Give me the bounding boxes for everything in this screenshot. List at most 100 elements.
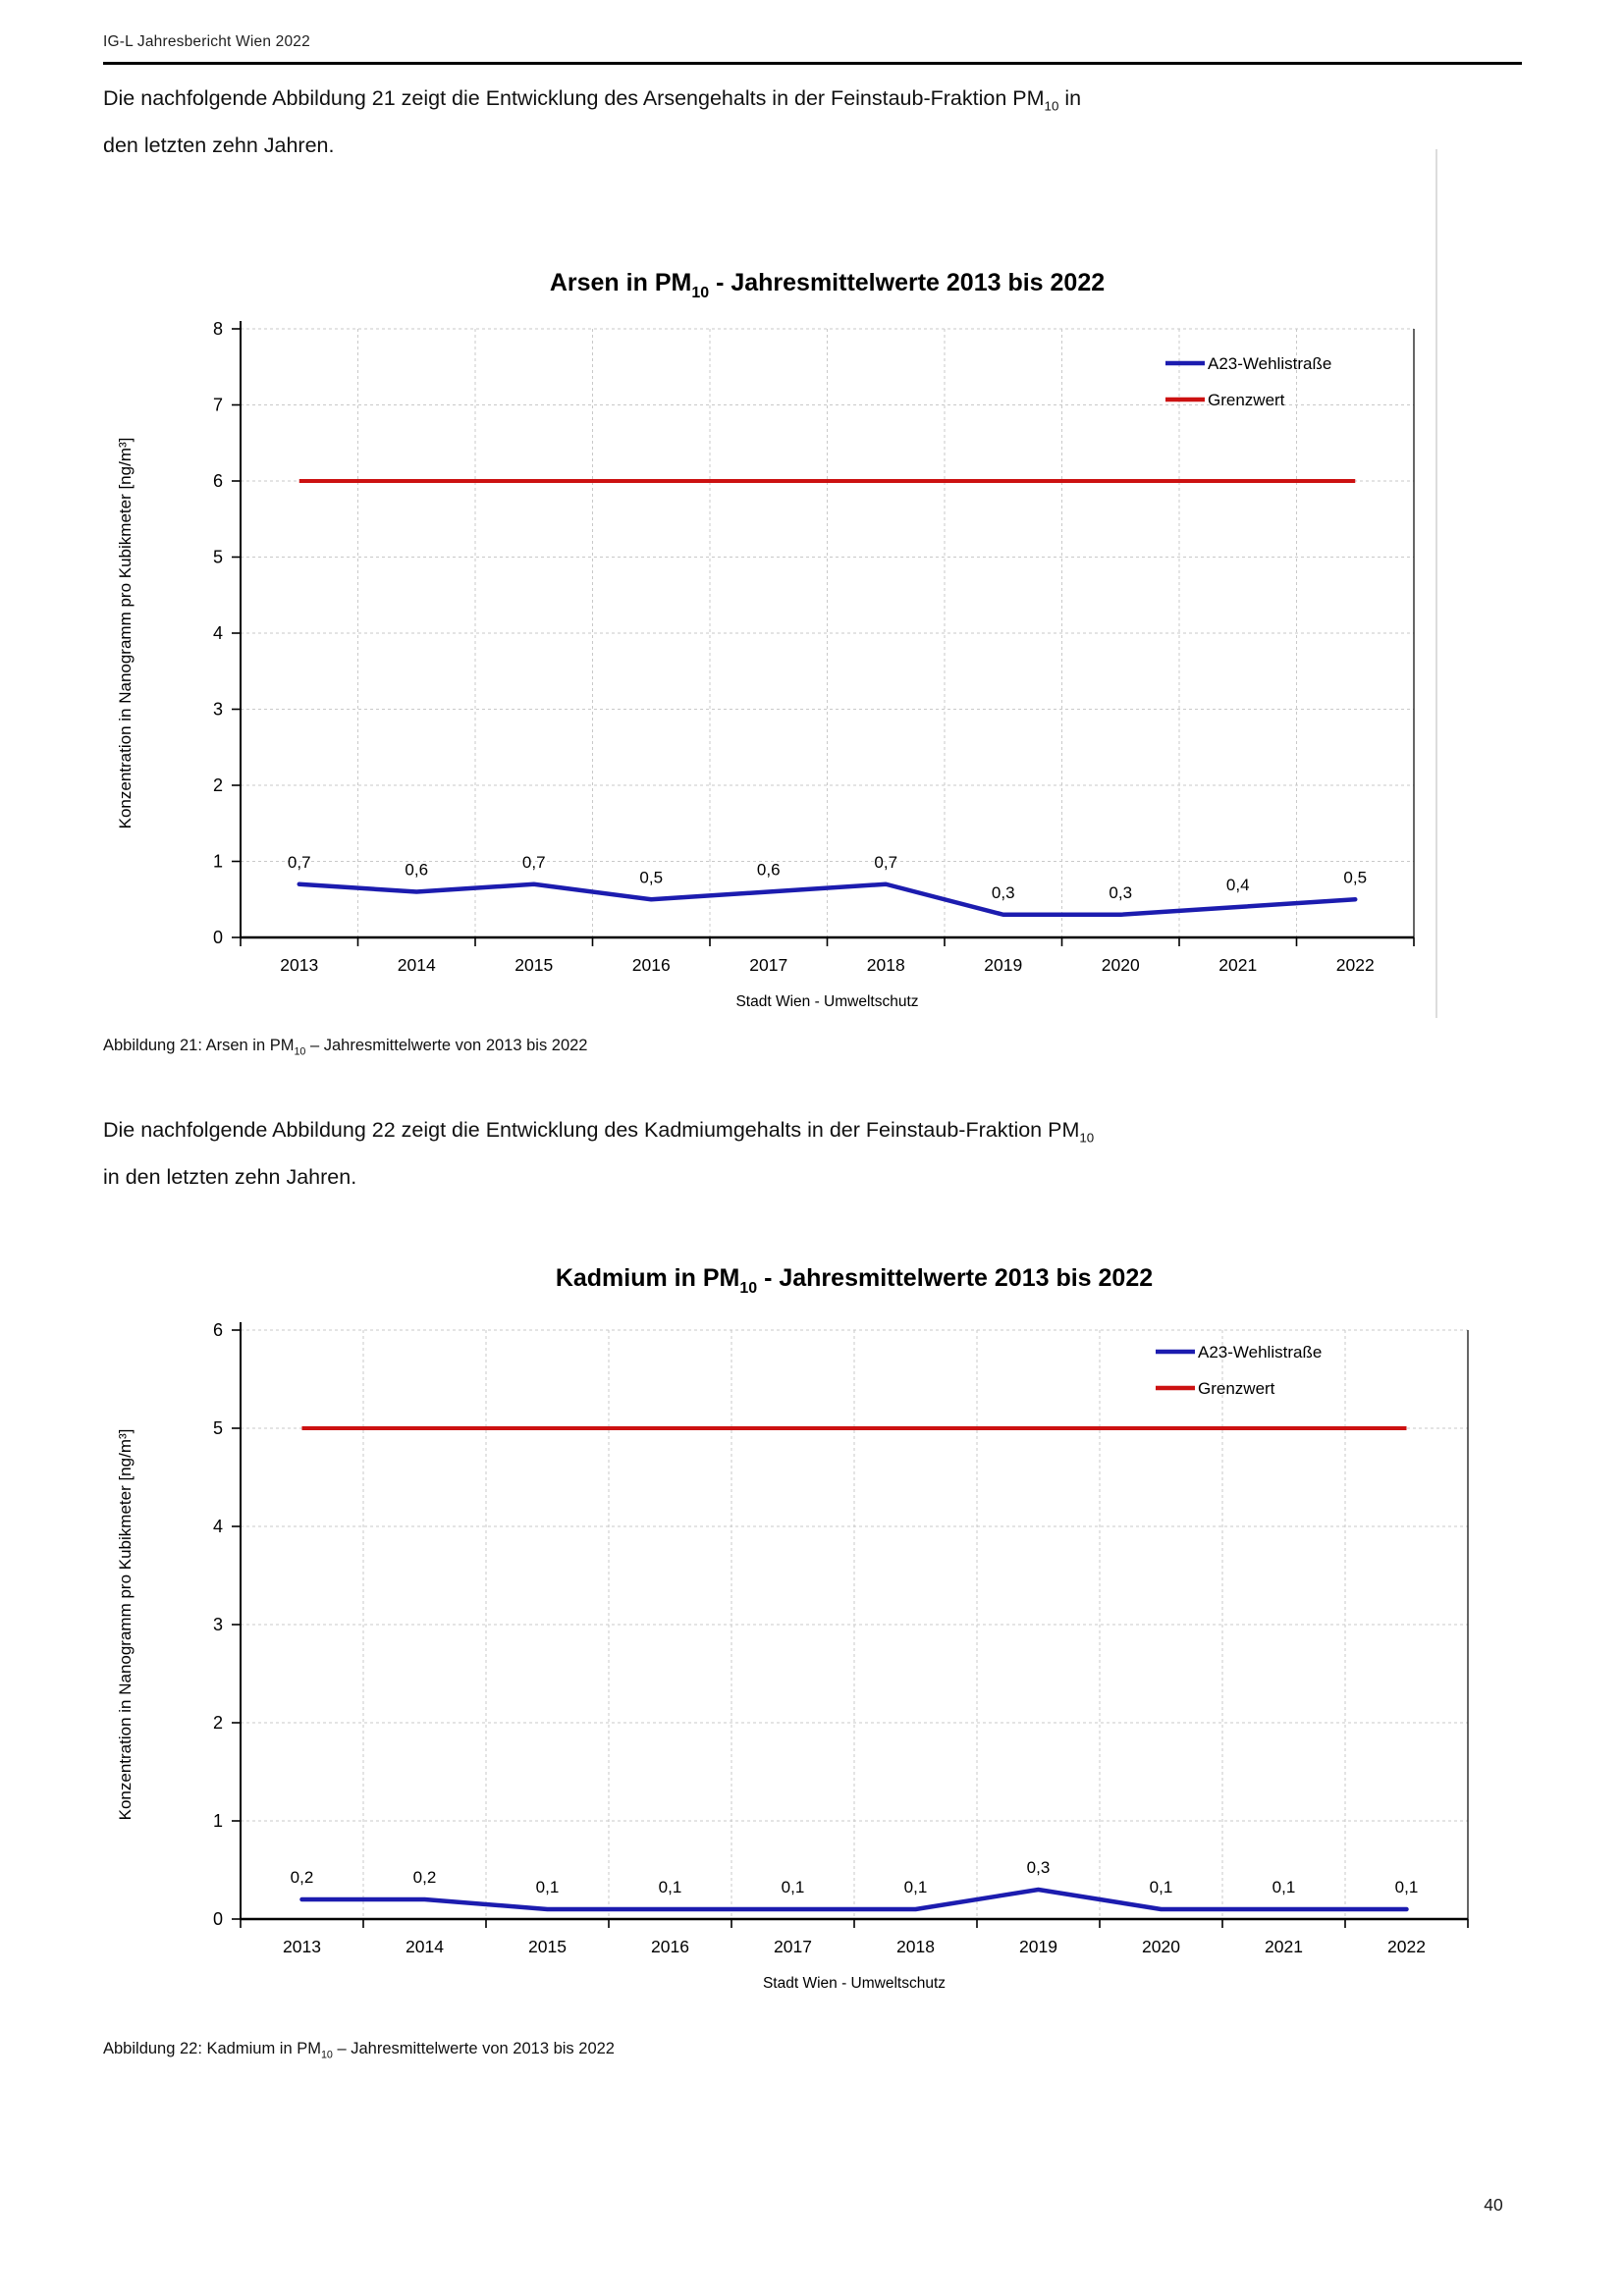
y-tick-label: 6 bbox=[213, 471, 223, 491]
arsen-chart-figure: 0 1 2 3 4 5 6 7 8 2013 2014 2015 2016 2017 2018 2019 202… bbox=[103, 226, 1443, 1026]
x-tick-label: 2014 bbox=[398, 955, 436, 975]
x-tick-label: 2022 bbox=[1336, 955, 1375, 975]
arsen-chart: 0 1 2 3 4 5 6 7 8 2013 2014 2015 2016 2017 2018 2019 202… bbox=[116, 269, 1415, 1010]
data-label: 0,1 bbox=[536, 1878, 560, 1896]
pm10-subscript: 10 bbox=[320, 2049, 333, 2061]
kadmium-chart: 0 1 2 3 4 5 6 2013 2014 2015 2016 2017 2018 2019 2020 2… bbox=[116, 1264, 1469, 1992]
gridlines bbox=[241, 328, 1414, 937]
intro1-line1: Die nachfolgende Abbildung 21 zeigt die … bbox=[103, 86, 1045, 110]
x-tick-label: 2021 bbox=[1265, 1937, 1303, 1956]
data-label: 0,7 bbox=[874, 853, 897, 872]
y-tick-label: 4 bbox=[213, 623, 223, 643]
intro1-line1-end: in bbox=[1058, 86, 1082, 110]
data-label: 0,1 bbox=[1272, 1878, 1296, 1896]
x-tick-label: 2020 bbox=[1102, 955, 1140, 975]
x-tick-label: 2017 bbox=[749, 955, 787, 975]
header-rule bbox=[103, 62, 1522, 65]
y-axis-title: Konzentration in Nanogramm pro Kubikmete… bbox=[116, 1429, 135, 1821]
y-tick-label: 8 bbox=[213, 319, 223, 339]
data-label: 0,3 bbox=[1109, 883, 1132, 902]
chart-object-border bbox=[1435, 149, 1437, 1018]
axes bbox=[232, 321, 1415, 946]
pm10-subscript: 10 bbox=[294, 1045, 306, 1058]
data-label: 0,6 bbox=[405, 861, 428, 880]
legend: A23-Wehlistraße Grenzwert bbox=[1156, 1343, 1322, 1398]
tick-labels: 0 1 2 3 4 5 6 7 8 2013 2014 2015 2016 2017 2018 2019 202… bbox=[213, 319, 1375, 975]
kadmium-chart-figure: 0 1 2 3 4 5 6 2013 2014 2015 2016 2017 2018 2019 2020 2… bbox=[103, 1227, 1478, 2032]
data-label: 0,2 bbox=[291, 1868, 314, 1887]
figure-caption-22: Abbildung 22: Kadmium in PM10 – Jahresmi… bbox=[103, 2040, 615, 2061]
data-label: 0,7 bbox=[288, 853, 311, 872]
data-label: 0,1 bbox=[1395, 1878, 1419, 1896]
y-tick-label: 6 bbox=[213, 1320, 223, 1340]
chart-title: Kadmium in PM10 - Jahresmittelwerte 2013… bbox=[556, 1264, 1153, 1297]
x-tick-label: 2015 bbox=[528, 1937, 567, 1956]
page-number: 40 bbox=[1484, 2195, 1503, 2215]
x-tick-label: 2019 bbox=[1019, 1937, 1057, 1956]
pm10-subscript: 10 bbox=[1044, 98, 1059, 114]
y-tick-label: 5 bbox=[213, 1418, 223, 1438]
legend-label: Grenzwert bbox=[1208, 391, 1285, 409]
legend-label: A23-Wehlistraße bbox=[1198, 1343, 1322, 1362]
x-tick-label: 2018 bbox=[867, 955, 905, 975]
series-line bbox=[299, 1887, 1409, 1912]
intro1-line2: den letzten zehn Jahren. bbox=[103, 133, 335, 158]
x-tick-label: 2018 bbox=[896, 1937, 935, 1956]
page-header: IG-L Jahresbericht Wien 2022 bbox=[103, 33, 310, 50]
legend-label: A23-Wehlistraße bbox=[1208, 354, 1331, 373]
data-label: 0,1 bbox=[782, 1878, 805, 1896]
x-tick-label: 2015 bbox=[514, 955, 553, 975]
data-label: 0,5 bbox=[1343, 868, 1367, 886]
y-tick-label: 2 bbox=[213, 1713, 223, 1733]
data-label: 0,3 bbox=[1027, 1858, 1051, 1877]
y-tick-label: 0 bbox=[213, 928, 223, 947]
x-axis-title: Stadt Wien - Umweltschutz bbox=[735, 993, 918, 1010]
y-tick-label: 3 bbox=[213, 1615, 223, 1634]
axes bbox=[232, 1322, 1469, 1928]
data-label: 0,3 bbox=[992, 883, 1015, 902]
x-tick-label: 2013 bbox=[283, 1937, 321, 1956]
data-label: 0,5 bbox=[639, 868, 663, 886]
legend-label: Grenzwert bbox=[1198, 1379, 1275, 1398]
y-tick-label: 7 bbox=[213, 396, 223, 415]
y-tick-label: 2 bbox=[213, 775, 223, 795]
data-labels: 0,7 0,6 0,7 0,5 0,6 0,7 0,3 0,3 0,4 0,5 bbox=[288, 853, 1367, 902]
y-tick-label: 1 bbox=[213, 852, 223, 872]
y-tick-label: 3 bbox=[213, 700, 223, 720]
figure-caption-21: Abbildung 21: Arsen in PM10 – Jahresmitt… bbox=[103, 1037, 588, 1058]
x-tick-label: 2019 bbox=[984, 955, 1022, 975]
x-tick-label: 2016 bbox=[651, 1937, 689, 1956]
intro2-line1: Die nachfolgende Abbildung 22 zeigt die … bbox=[103, 1118, 1080, 1142]
chart-title: Arsen in PM10 - Jahresmittelwerte 2013 b… bbox=[550, 269, 1105, 301]
x-tick-label: 2021 bbox=[1218, 955, 1257, 975]
data-label: 0,7 bbox=[522, 853, 546, 872]
pm10-subscript: 10 bbox=[1079, 1130, 1095, 1146]
data-label: 0,4 bbox=[1226, 876, 1250, 894]
data-label: 0,2 bbox=[413, 1868, 437, 1887]
data-label: 0,1 bbox=[904, 1878, 928, 1896]
y-tick-label: 5 bbox=[213, 548, 223, 567]
series-line bbox=[297, 881, 1358, 917]
y-axis-title: Konzentration in Nanogramm pro Kubikmete… bbox=[116, 438, 135, 829]
x-tick-label: 2020 bbox=[1142, 1937, 1180, 1956]
data-label: 0,1 bbox=[1150, 1878, 1173, 1896]
intro2-line2: in den letzten zehn Jahren. bbox=[103, 1165, 357, 1190]
gridlines bbox=[241, 1329, 1468, 1919]
x-axis-title: Stadt Wien - Umweltschutz bbox=[763, 1975, 946, 1992]
x-tick-label: 2014 bbox=[406, 1937, 444, 1956]
data-label: 0,1 bbox=[659, 1878, 682, 1896]
x-tick-label: 2022 bbox=[1387, 1937, 1426, 1956]
x-tick-label: 2016 bbox=[632, 955, 671, 975]
legend: A23-Wehlistraße Grenzwert bbox=[1165, 354, 1331, 409]
tick-labels: 0 1 2 3 4 5 6 2013 2014 2015 2016 2017 2018 2019 2020 2… bbox=[213, 1320, 1426, 1956]
intro-paragraph-kadmium: Die nachfolgende Abbildung 22 zeigt die … bbox=[103, 1110, 1497, 1197]
x-tick-label: 2017 bbox=[774, 1937, 812, 1956]
intro-paragraph-arsen: Die nachfolgende Abbildung 21 zeigt die … bbox=[103, 79, 1497, 165]
data-label: 0,6 bbox=[757, 861, 781, 880]
x-tick-label: 2013 bbox=[280, 955, 318, 975]
y-tick-label: 1 bbox=[213, 1811, 223, 1831]
y-tick-label: 0 bbox=[213, 1909, 223, 1929]
data-labels: 0,2 0,2 0,1 0,1 0,1 0,1 0,3 0,1 0,1 0,1 bbox=[291, 1858, 1419, 1896]
y-tick-label: 4 bbox=[213, 1517, 223, 1536]
